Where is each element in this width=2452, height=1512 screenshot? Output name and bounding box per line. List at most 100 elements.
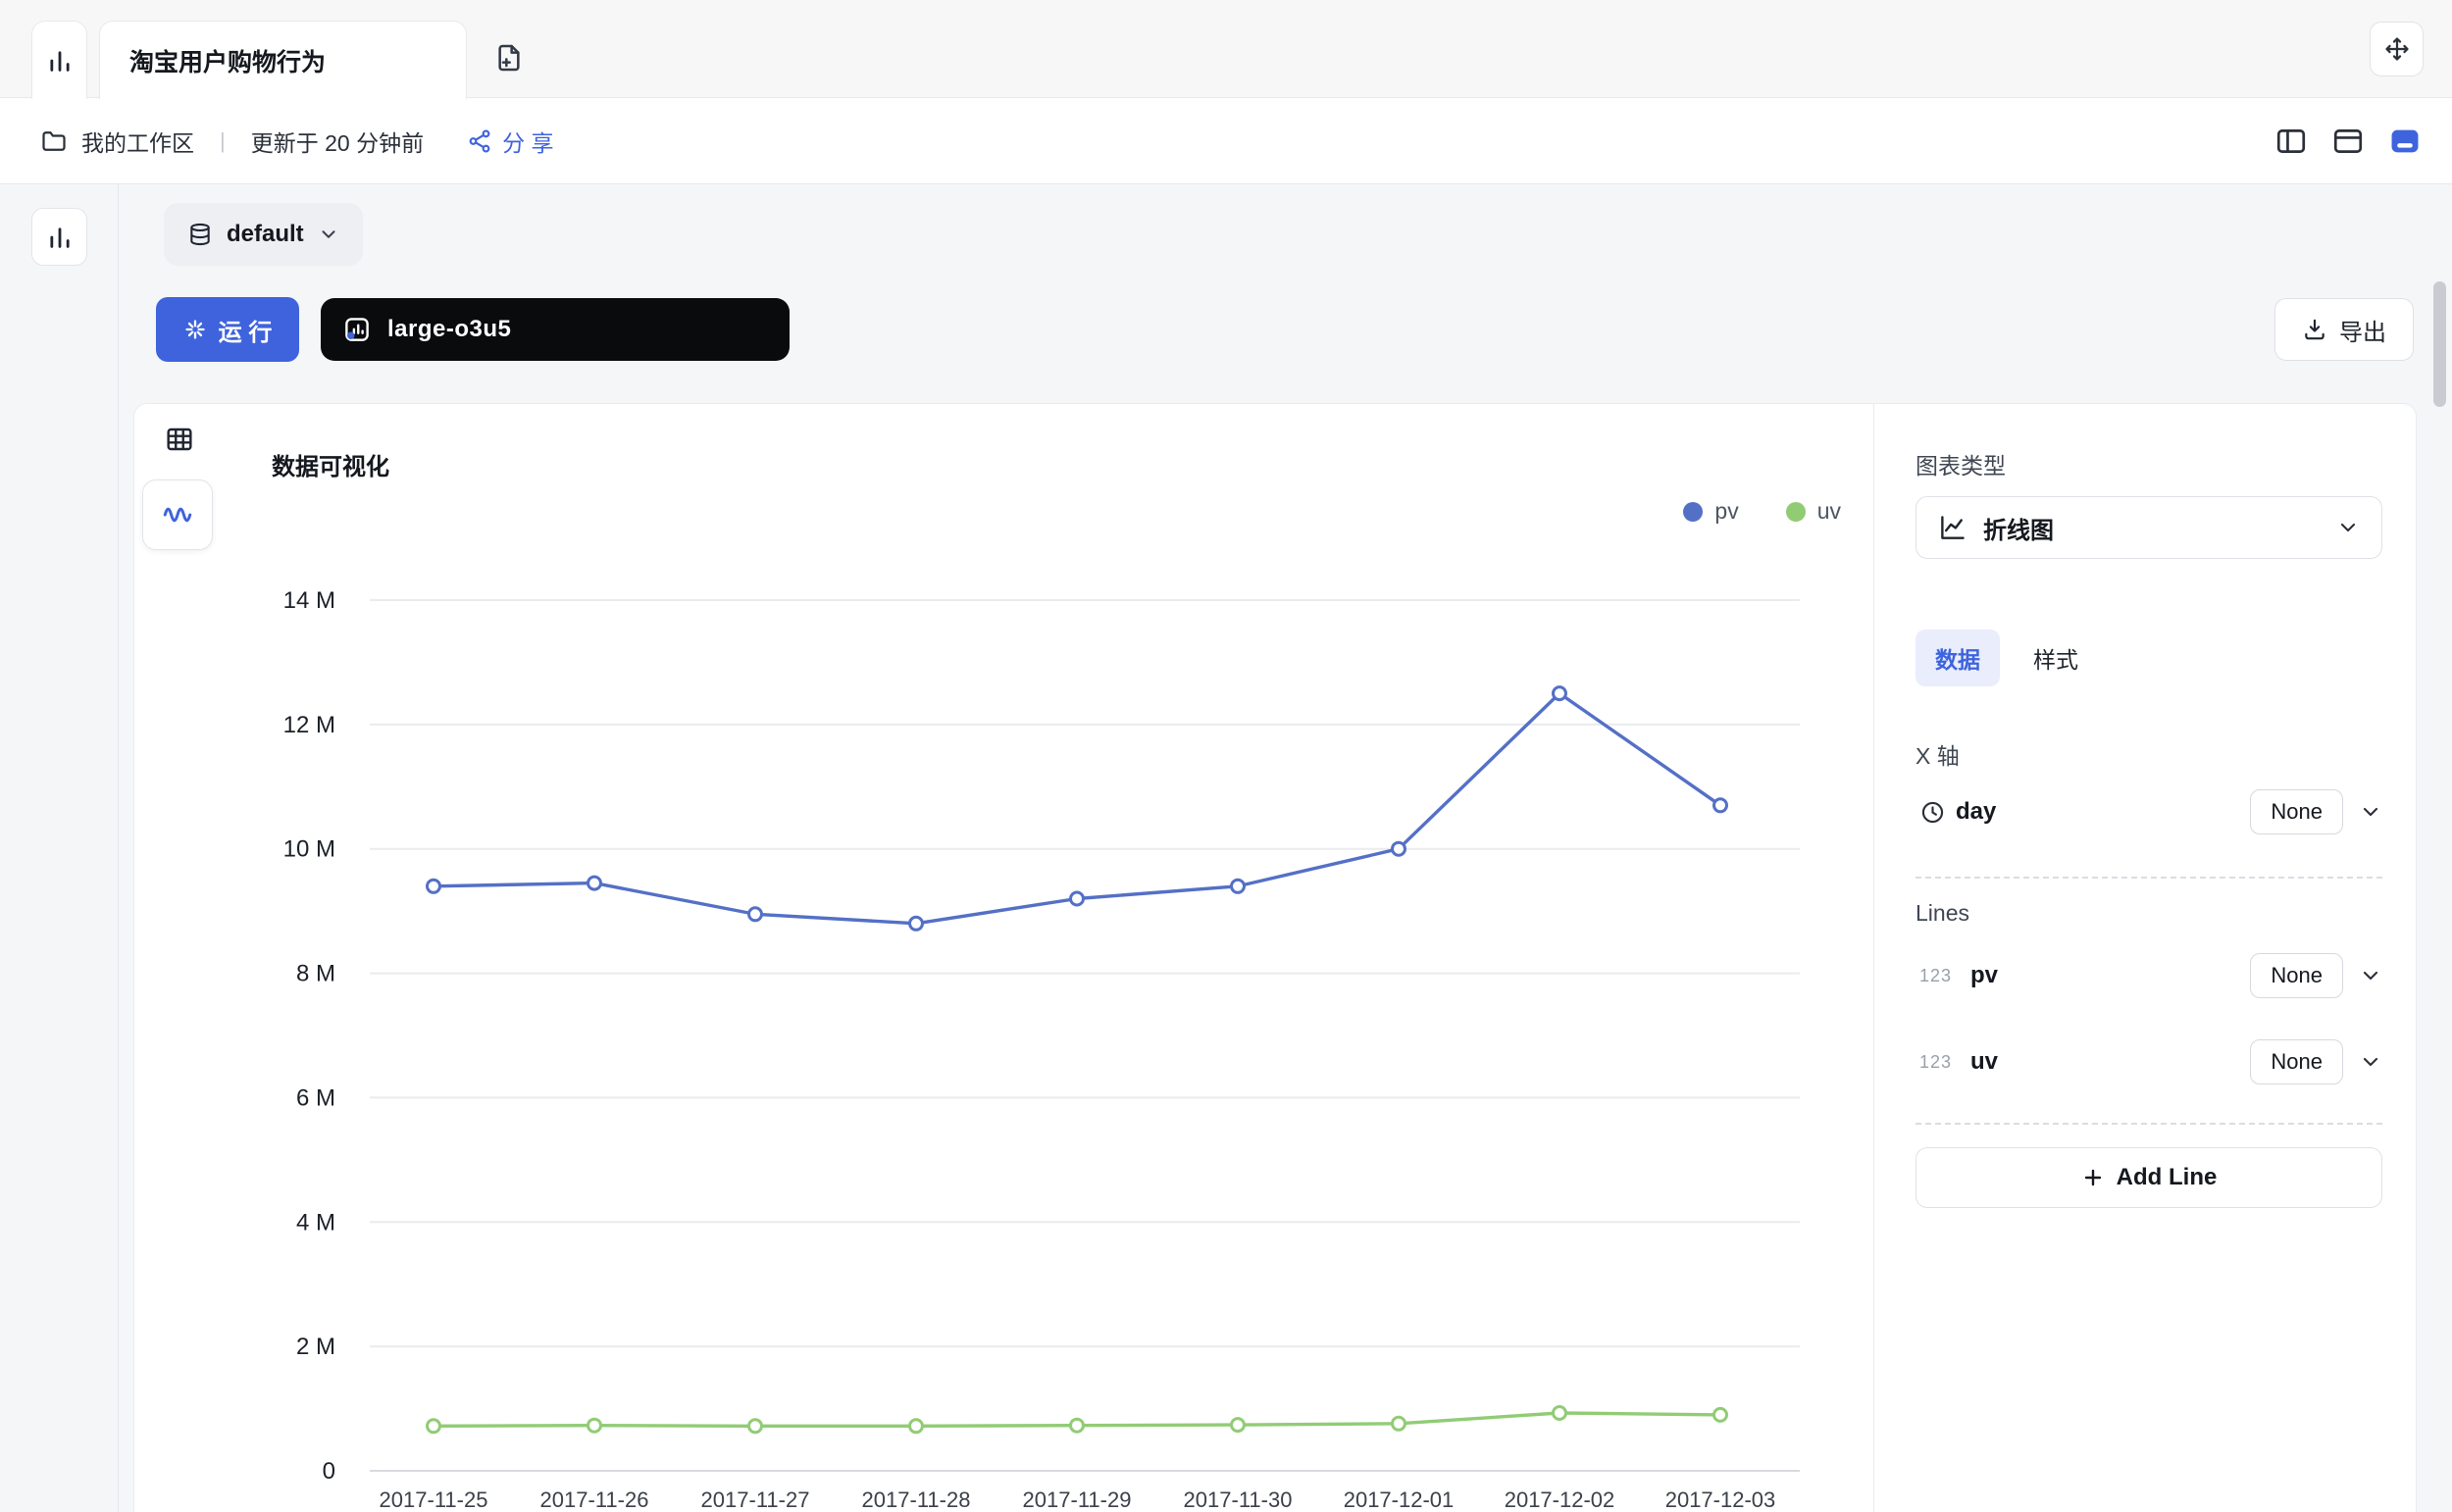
chart-type-label: 图表类型: [1916, 453, 2006, 479]
table-icon: [164, 424, 195, 455]
line-agg-select-uv[interactable]: None: [2250, 1039, 2343, 1084]
svg-text:2017-12-01: 2017-12-01: [1344, 1487, 1455, 1512]
x-axis-field-name: day: [1956, 798, 1997, 825]
svg-text:2017-11-30: 2017-11-30: [1184, 1487, 1293, 1512]
download-icon: [2302, 317, 2327, 342]
export-button[interactable]: 导出: [2274, 298, 2414, 361]
pan-button[interactable]: [2370, 22, 2424, 76]
x-axis-field-row: day None: [1916, 781, 2382, 843]
tab-data[interactable]: 数据: [1916, 630, 2000, 686]
line-field-row-uv: 123 uv None: [1916, 1031, 2382, 1093]
bar-chart-icon: [46, 224, 74, 251]
legend-label-pv: pv: [1714, 498, 1739, 524]
svg-text:2017-11-29: 2017-11-29: [1023, 1487, 1132, 1512]
legend-item-uv[interactable]: uv: [1785, 498, 1841, 525]
spark-icon: [183, 318, 207, 341]
database-icon: [187, 222, 213, 247]
dashed-divider: [1916, 877, 2382, 879]
move-arrows-icon: [2383, 35, 2411, 63]
run-button[interactable]: 运 行: [156, 297, 299, 362]
chart-title: 数据可视化: [272, 454, 389, 480]
legend-item-pv[interactable]: pv: [1683, 498, 1739, 525]
tab-style[interactable]: 样式: [2033, 647, 2078, 673]
line-chart-icon: [1938, 513, 1967, 542]
tab-title: 淘宝用户购物行为: [129, 48, 327, 76]
svg-text:2017-11-25: 2017-11-25: [380, 1487, 488, 1512]
svg-text:8 M: 8 M: [296, 961, 335, 987]
rail-divider: [118, 184, 119, 1512]
line-chart[interactable]: 0 2 M 4 M 6 M 8 M 10 M 12 M 14 M 2017-11-25 2017-…: [134, 530, 1870, 1512]
wave-icon: [161, 498, 194, 531]
chevron-down-icon: [318, 224, 339, 245]
svg-text:14 M: 14 M: [283, 587, 335, 614]
bar-chart-icon: [46, 47, 74, 75]
dataset-select[interactable]: default: [164, 203, 363, 266]
svg-text:2017-12-03: 2017-12-03: [1665, 1487, 1776, 1512]
svg-text:6 M: 6 M: [296, 1084, 335, 1111]
chart-type-select[interactable]: 折线图: [1916, 496, 2382, 559]
breadcrumb-bar: 我的工作区 | 更新于 20 分钟前 分 享: [0, 98, 2452, 184]
panel-divider: [1873, 404, 1874, 1512]
panel-top-toggle[interactable]: [2330, 124, 2366, 159]
config-tabs: 数据 样式: [1916, 630, 2382, 686]
svg-text:12 M: 12 M: [283, 712, 335, 738]
model-select[interactable]: large-o3u5: [321, 298, 790, 361]
new-tab-button[interactable]: [483, 31, 536, 84]
tab-home[interactable]: [31, 21, 87, 99]
table-view-button[interactable]: [158, 418, 201, 461]
chart-legend: pv uv: [1606, 498, 1841, 525]
folder-icon: [40, 127, 68, 155]
model-icon: [342, 315, 372, 344]
breadcrumb-separator: |: [220, 127, 226, 153]
tab-active[interactable]: 淘宝用户购物行为: [99, 21, 467, 99]
field-type-badge: 123: [1919, 965, 1953, 985]
view-toggles: [2273, 98, 2423, 184]
svg-text:4 M: 4 M: [296, 1209, 335, 1235]
chart-view-button[interactable]: [142, 479, 213, 550]
line-field-name-uv: uv: [1970, 1048, 1999, 1075]
export-label: 导出: [2339, 319, 2386, 346]
dataset-name: default: [227, 221, 304, 247]
svg-text:0: 0: [323, 1458, 335, 1485]
plus-icon: [2081, 1166, 2105, 1189]
x-axis-section-label: X 轴: [1916, 743, 1960, 769]
file-plus-icon: [493, 42, 525, 74]
legend-dot-pv: [1683, 501, 1704, 522]
share-icon: [467, 128, 492, 154]
x-axis-agg-select[interactable]: None: [2250, 789, 2343, 834]
line-agg-select-pv[interactable]: None: [2250, 953, 2343, 998]
visualization-card: 数据可视化 pv uv 0 2 M 4 M 6 M 8 M 10 M 12 M 14 M 201…: [133, 403, 2417, 1512]
svg-text:2 M: 2 M: [296, 1334, 335, 1360]
share-button[interactable]: 分 享: [467, 125, 553, 158]
chevron-down-icon: [2336, 516, 2360, 539]
svg-text:2017-12-02: 2017-12-02: [1505, 1487, 1615, 1512]
legend-label-uv: uv: [1816, 498, 1841, 524]
add-line-label: Add Line: [2116, 1164, 2218, 1190]
svg-text:2017-11-26: 2017-11-26: [540, 1487, 649, 1512]
chevron-down-icon[interactable]: [2359, 1050, 2382, 1074]
tab-bar: 淘宝用户购物行为: [0, 0, 2452, 99]
field-type-badge: 123: [1919, 1051, 1953, 1072]
panel-bottom-toggle-active[interactable]: [2387, 124, 2423, 159]
workspace-name[interactable]: 我的工作区: [81, 129, 194, 156]
svg-text:2017-11-28: 2017-11-28: [862, 1487, 971, 1512]
sidebar-item-chart[interactable]: [31, 208, 87, 266]
svg-text:2017-11-27: 2017-11-27: [701, 1487, 810, 1512]
run-label: 运 行: [218, 319, 273, 346]
line-field-row-pv: 123 pv None: [1916, 944, 2382, 1007]
updated-timestamp: 更新于 20 分钟前: [250, 129, 425, 156]
add-line-button[interactable]: Add Line: [1916, 1147, 2382, 1208]
clock-icon: [1919, 799, 1946, 826]
line-field-name-pv: pv: [1970, 962, 1999, 988]
chevron-down-icon[interactable]: [2359, 800, 2382, 824]
chart-type-value: 折线图: [1983, 517, 2054, 544]
dashed-divider: [1916, 1123, 2382, 1125]
chevron-down-icon[interactable]: [2359, 964, 2382, 987]
scrollbar-thumb[interactable]: [2433, 281, 2446, 407]
svg-text:10 M: 10 M: [283, 836, 335, 863]
lines-section-label: Lines: [1916, 900, 1969, 926]
share-label: 分 享: [502, 129, 554, 156]
panel-left-toggle[interactable]: [2273, 124, 2309, 159]
model-name: large-o3u5: [387, 316, 512, 342]
